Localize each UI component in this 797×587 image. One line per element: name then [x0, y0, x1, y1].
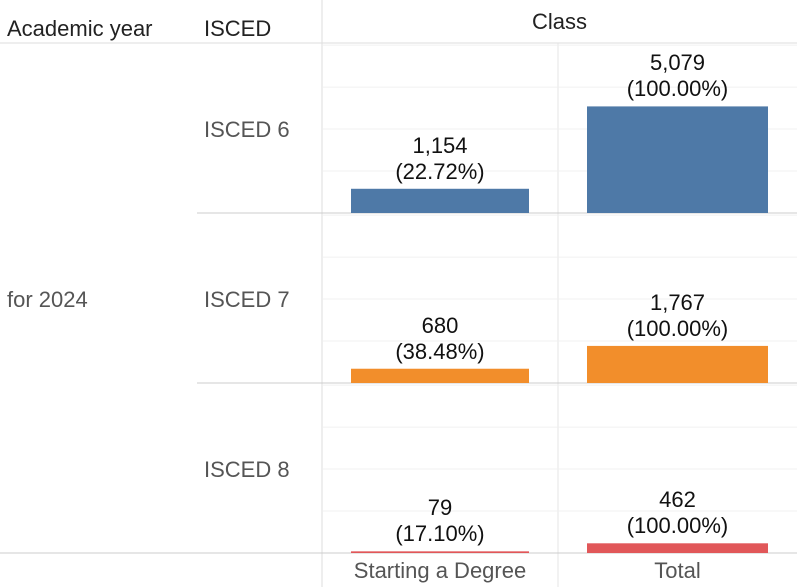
percent-label: (100.00%): [626, 315, 729, 341]
data-label: 1,154 (22.72%): [322, 133, 558, 185]
value-label: 5,079: [649, 50, 706, 76]
row-label: ISCED 8: [204, 457, 290, 482]
percent-label: (17.10%): [395, 521, 485, 547]
header-isced: ISCED: [204, 16, 272, 41]
value-label: 680: [421, 312, 459, 338]
bar: [587, 345, 768, 383]
data-label: 79 (17.10%): [322, 495, 558, 547]
value-label: 462: [659, 487, 696, 513]
row-label: ISCED 7: [204, 287, 290, 312]
data-label: 5,079 (100.00%): [558, 50, 797, 102]
data-label: 680 (38.48%): [322, 313, 558, 365]
percent-label: (22.72%): [395, 158, 485, 184]
data-label: 1,767 (100.00%): [558, 290, 797, 342]
percent-label: (38.48%): [395, 338, 485, 364]
header-academic-year: Academic year: [7, 16, 153, 41]
bar: [351, 368, 529, 383]
percent-label: (100.00%): [626, 513, 729, 539]
row-label: ISCED 6: [204, 117, 290, 142]
year-label: for 2024: [7, 287, 88, 312]
percent-label: (100.00%): [626, 76, 729, 102]
value-label: 79: [427, 495, 453, 521]
x-tick-label: Starting a Degree: [353, 558, 527, 583]
bar: [587, 106, 768, 213]
value-label: 1,767: [649, 289, 706, 315]
bar: [351, 551, 529, 553]
bar: [587, 543, 768, 553]
header-class: Class: [531, 9, 587, 34]
x-tick-label: Total: [654, 558, 701, 583]
value-label: 1,154: [412, 132, 468, 158]
data-label: 462 (100.00%): [558, 487, 797, 539]
bar: [351, 188, 529, 213]
